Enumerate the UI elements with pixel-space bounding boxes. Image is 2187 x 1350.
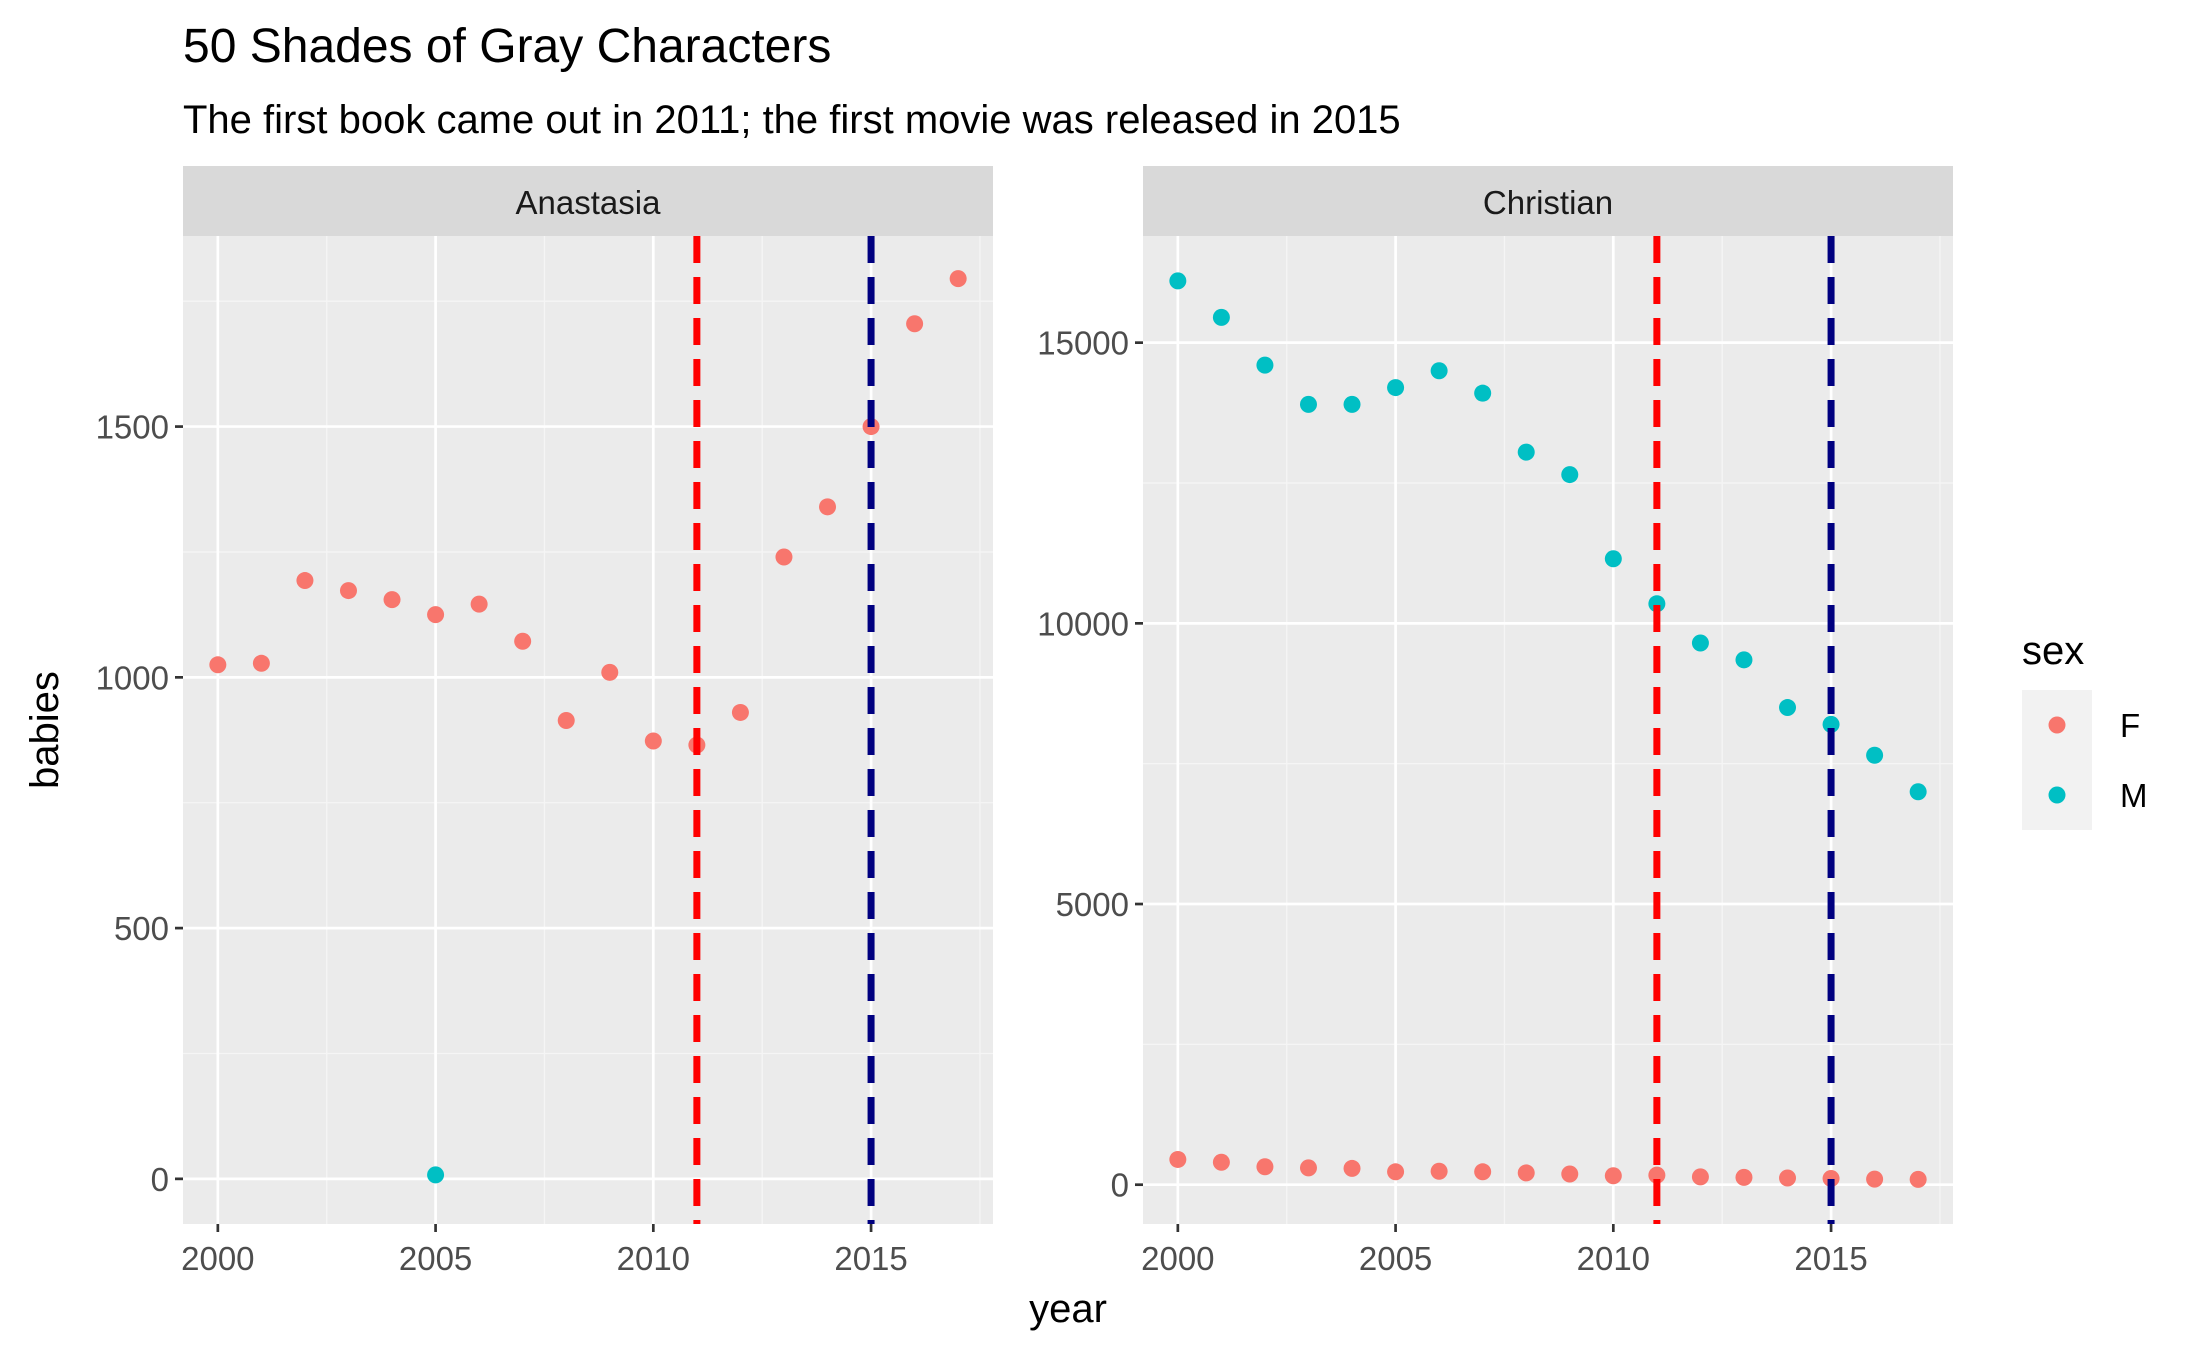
data-point-f-anastasia <box>383 591 401 609</box>
plot-panel-anastasia <box>183 236 993 1224</box>
data-point-f-anastasia <box>339 582 357 600</box>
x-axis-title: year <box>1029 1287 1107 1331</box>
legend-title: sex <box>2022 629 2084 673</box>
legend-label-f: F <box>2120 707 2140 744</box>
data-point-f-anastasia <box>731 703 749 721</box>
data-point-f-christian <box>1866 1170 1884 1188</box>
data-point-m-christian <box>1822 715 1840 733</box>
data-point-f-christian <box>1691 1168 1709 1186</box>
facet-panel-christian: Christian 2000 2005 2010 2015 0 5000 10000 1500… <box>1037 166 1953 1277</box>
facet-panel-anastasia: Anastasia 2000 2005 2010 2015 0 500 1000 1500 <box>96 166 993 1277</box>
x-tick-label: 2010 <box>1577 1240 1650 1277</box>
data-point-f-christian <box>1212 1153 1230 1171</box>
data-point-f-christian <box>1169 1150 1187 1168</box>
data-point-f-christian <box>1474 1163 1492 1181</box>
facet-strip-anastasia <box>183 166 993 236</box>
data-point-f-anastasia <box>470 595 488 613</box>
data-point-f-christian <box>1387 1163 1405 1181</box>
data-point-m-christian <box>1387 379 1405 397</box>
data-point-f-christian <box>1604 1167 1622 1185</box>
data-point-m-christian <box>1343 395 1361 413</box>
data-point-m-christian <box>1648 595 1666 613</box>
data-point-f-christian <box>1343 1159 1361 1177</box>
legend: sex FM <box>2022 629 2148 830</box>
x-tick-label: 2000 <box>1141 1240 1214 1277</box>
data-point-m-christian <box>1779 699 1797 717</box>
x-tick-label: 2015 <box>834 1240 907 1277</box>
legend-marker-m <box>2048 786 2066 804</box>
data-point-m-christian <box>1909 783 1927 801</box>
data-point-m-anastasia <box>427 1166 445 1184</box>
data-point-f-christian <box>1299 1159 1317 1177</box>
data-point-m-christian <box>1212 308 1230 326</box>
data-point-f-christian <box>1561 1165 1579 1183</box>
y-tick-label: 10000 <box>1037 605 1129 642</box>
data-point-m-christian <box>1256 356 1274 374</box>
data-point-m-christian <box>1169 272 1187 290</box>
data-point-f-anastasia <box>296 572 314 590</box>
chart-title: 50 Shades of Gray Characters <box>183 20 831 73</box>
data-point-f-anastasia <box>906 315 924 333</box>
data-point-m-christian <box>1430 362 1448 380</box>
legend-label-m: M <box>2120 777 2148 814</box>
data-point-m-christian <box>1474 384 1492 402</box>
data-point-f-anastasia <box>601 663 619 681</box>
chart-subtitle: The first book came out in 2011; the fir… <box>183 98 1401 142</box>
data-point-f-anastasia <box>252 654 270 672</box>
data-point-f-christian <box>1822 1170 1840 1188</box>
data-point-f-anastasia <box>514 632 532 650</box>
data-point-f-christian <box>1779 1169 1797 1187</box>
y-axis-title: babies <box>23 671 67 789</box>
data-point-m-christian <box>1517 443 1535 461</box>
data-point-f-anastasia <box>427 606 445 624</box>
data-point-m-christian <box>1604 550 1622 568</box>
data-point-m-christian <box>1735 651 1753 669</box>
y-tick-label: 500 <box>114 910 169 947</box>
x-tick-label: 2005 <box>399 1240 472 1277</box>
data-point-f-anastasia <box>949 270 967 288</box>
data-point-f-anastasia <box>819 498 837 516</box>
data-point-f-anastasia <box>775 548 793 566</box>
data-point-m-christian <box>1691 634 1709 652</box>
plot-panel-christian <box>1143 236 1953 1224</box>
facet-strip-label-christian: Christian <box>1483 184 1613 221</box>
x-tick-label: 2000 <box>181 1240 254 1277</box>
y-tick-label: 5000 <box>1056 886 1129 923</box>
y-tick-label: 0 <box>151 1161 169 1198</box>
y-tick-label: 0 <box>1111 1167 1129 1204</box>
data-point-f-christian <box>1517 1164 1535 1182</box>
x-tick-label: 2005 <box>1359 1240 1432 1277</box>
y-tick-label: 1500 <box>96 409 169 446</box>
x-tick-label: 2015 <box>1794 1240 1867 1277</box>
facet-strip-christian <box>1143 166 1953 236</box>
data-point-f-anastasia <box>209 656 227 674</box>
data-point-f-christian <box>1648 1166 1666 1184</box>
x-tick-label: 2010 <box>617 1240 690 1277</box>
data-point-f-anastasia <box>557 711 575 729</box>
data-point-m-christian <box>1299 395 1317 413</box>
y-tick-label: 15000 <box>1037 325 1129 362</box>
data-point-f-christian <box>1256 1158 1274 1176</box>
data-point-f-christian <box>1909 1170 1927 1188</box>
data-point-f-christian <box>1735 1168 1753 1186</box>
data-point-m-christian <box>1866 746 1884 764</box>
legend-marker-f <box>2048 716 2066 734</box>
y-tick-label: 1000 <box>96 659 169 696</box>
data-point-f-christian <box>1430 1162 1448 1180</box>
facet-strip-label-anastasia: Anastasia <box>516 184 662 221</box>
data-point-f-anastasia <box>644 732 662 750</box>
data-point-m-christian <box>1561 466 1579 484</box>
